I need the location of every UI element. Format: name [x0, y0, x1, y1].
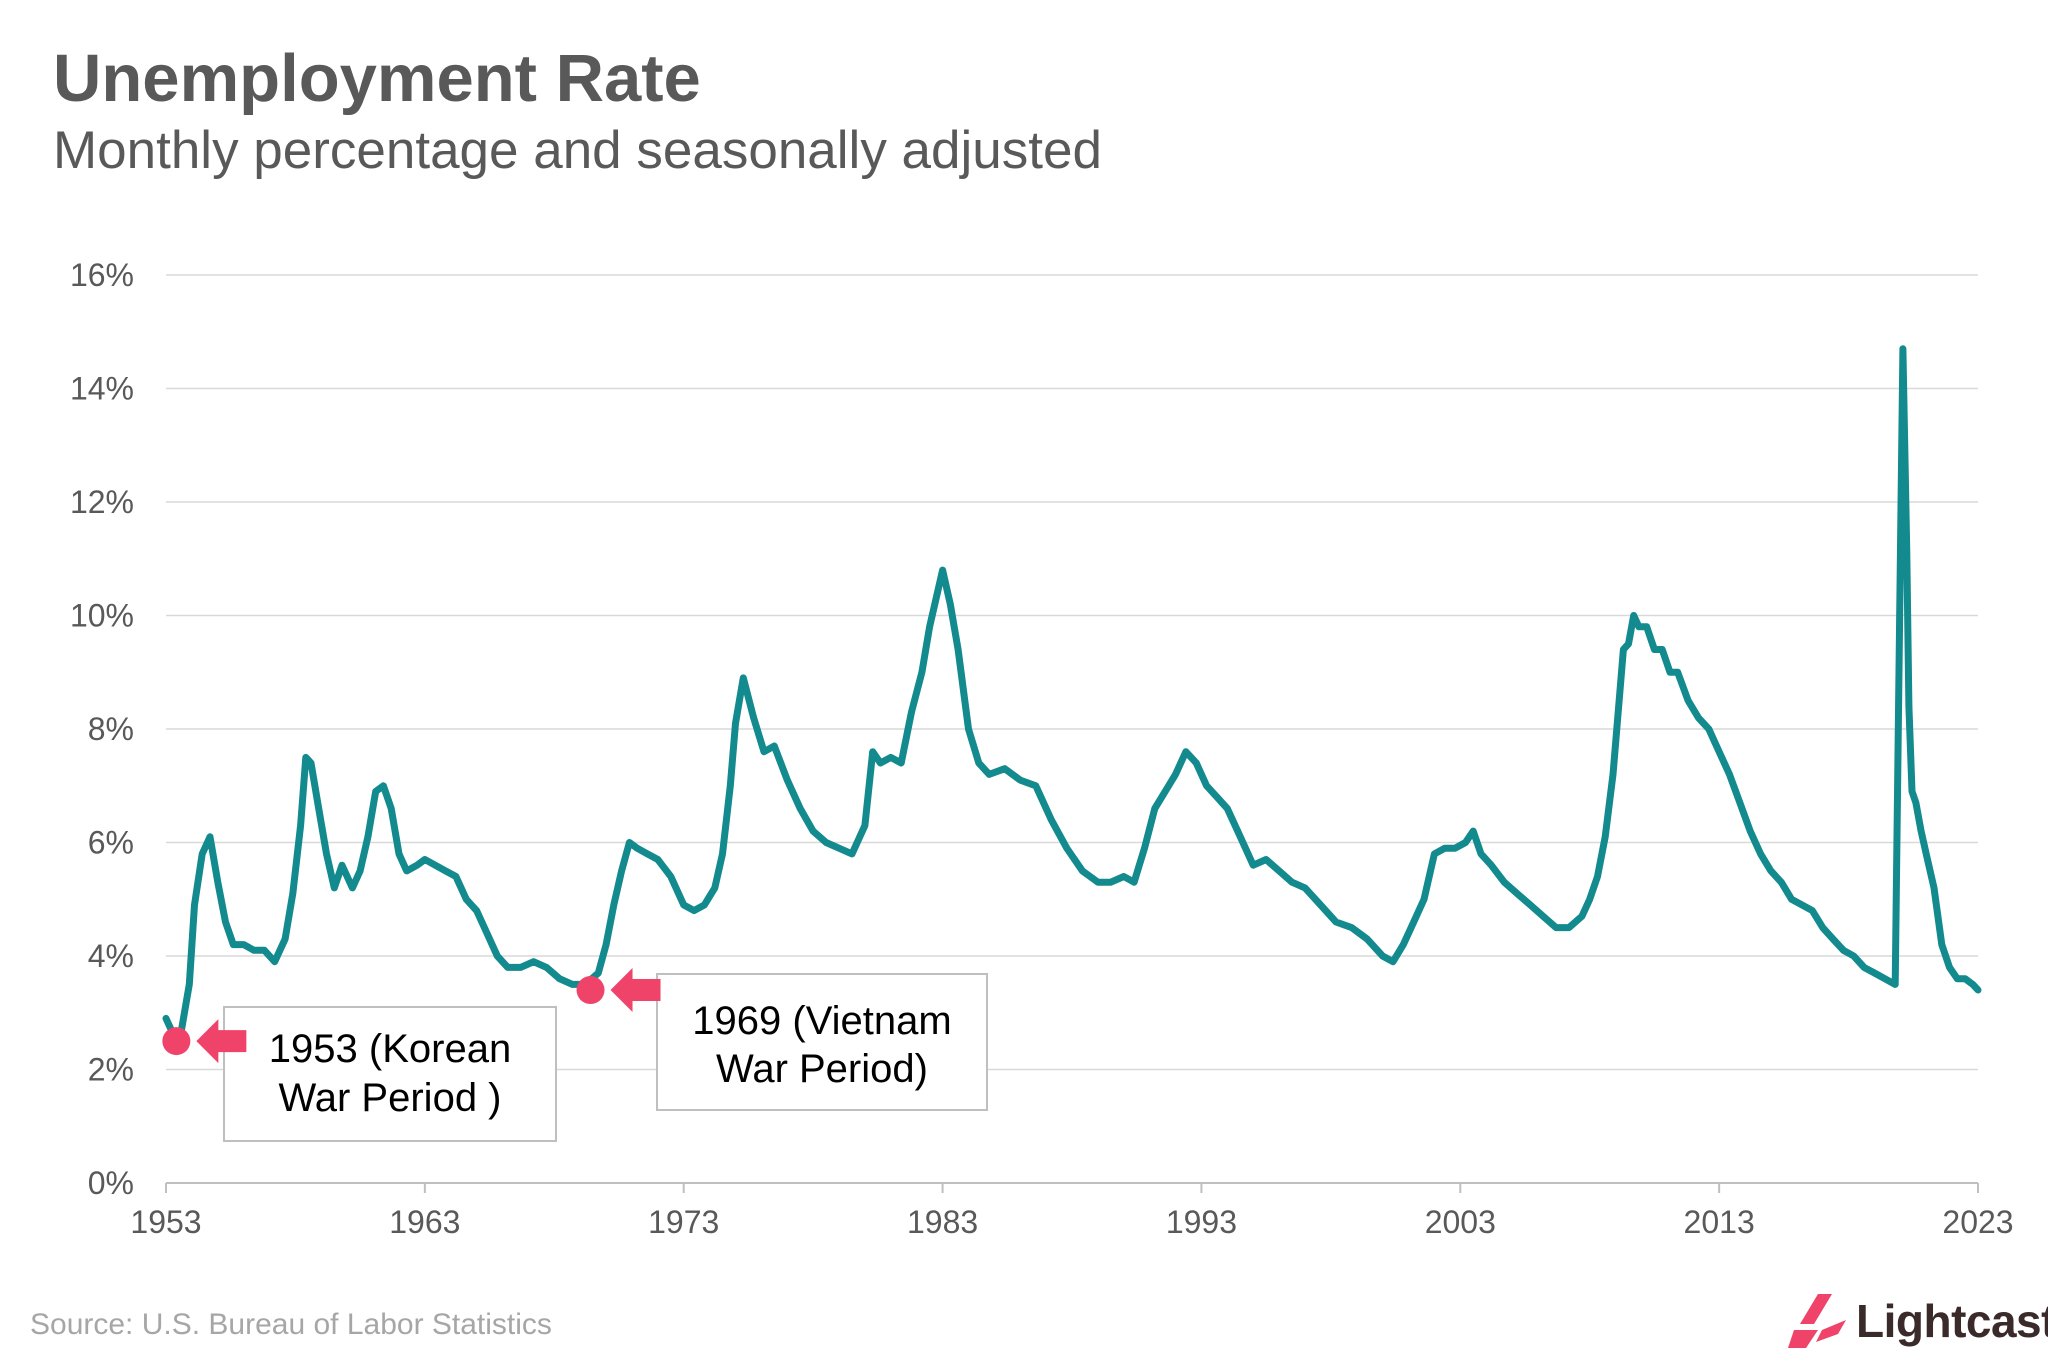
highlight-point-marker [162, 1027, 191, 1056]
y-tick-label: 8% [88, 711, 134, 747]
x-tick-label: 1973 [648, 1204, 719, 1240]
lightcast-logo: Lightcast [1788, 1290, 2048, 1352]
chart-subtitle: Monthly percentage and seasonally adjust… [53, 121, 1102, 180]
unemployment-series-line [162, 345, 1982, 1039]
highlight-point-marker [576, 976, 605, 1005]
chart-title: Unemployment Rate [53, 41, 701, 116]
y-tick-label: 4% [88, 938, 134, 974]
x-tick-label: 1953 [130, 1204, 201, 1240]
annotation-box [223, 1006, 557, 1142]
logo-text: Lightcast [1856, 1295, 2048, 1347]
y-tick-label: 14% [70, 371, 134, 407]
y-tick-label: 0% [88, 1165, 134, 1201]
lightcast-mark-icon [1788, 1294, 1846, 1348]
y-tick-label: 6% [88, 825, 134, 861]
arrow-left-icon [196, 1019, 247, 1064]
annotation-line: War Period) [716, 1047, 928, 1091]
arrow-left-icon [610, 968, 661, 1013]
y-tick-label: 12% [70, 484, 134, 520]
x-tick-label: 1983 [907, 1204, 978, 1240]
annotation-line: War Period ) [278, 1076, 501, 1120]
y-tick-label: 16% [70, 257, 134, 293]
x-tick-label: 2013 [1684, 1204, 1755, 1240]
x-tick-label: 2003 [1425, 1204, 1496, 1240]
x-tick-label: 1963 [389, 1204, 460, 1240]
annotation-box [656, 973, 988, 1111]
x-tick-label: 1993 [1166, 1204, 1237, 1240]
annotation-line: 1969 (Vietnam [692, 999, 951, 1043]
annotation-vietnam-war: 1969 (Vietnam War Period) [656, 973, 988, 1111]
annotation-korean-war: 1953 (Korean War Period ) [223, 1006, 557, 1142]
x-tick-label: 2023 [1942, 1204, 2013, 1240]
source-note: Source: U.S. Bureau of Labor Statistics [30, 1308, 552, 1341]
y-tick-label: 10% [70, 598, 134, 634]
y-tick-label: 2% [88, 1052, 134, 1088]
annotation-line: 1953 (Korean [269, 1027, 511, 1071]
